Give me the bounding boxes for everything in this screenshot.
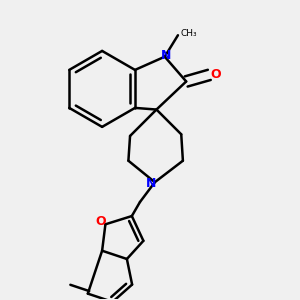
Text: N: N	[146, 177, 157, 190]
Text: CH₃: CH₃	[181, 29, 197, 38]
Text: N: N	[161, 49, 172, 62]
Text: O: O	[210, 68, 220, 81]
Text: O: O	[95, 215, 106, 228]
